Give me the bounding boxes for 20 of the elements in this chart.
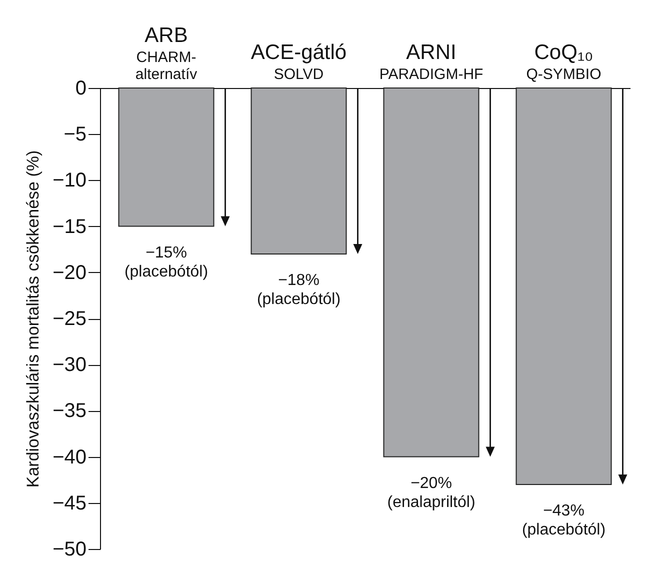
y-tick-label: −20 (52, 262, 86, 284)
y-tick-label: −35 (52, 400, 86, 422)
y-tick-label: −5 (64, 124, 86, 146)
y-tick-label: −50 (52, 538, 86, 560)
y-tick-label: −25 (52, 308, 86, 330)
annotation: −18% (placebótól) (256, 272, 341, 308)
y-axis-title: Kardiovaszkuláris mortalitás csökkenése (%) (24, 150, 43, 488)
annotation: −15% (placebótól) (124, 244, 208, 280)
x-tick-label: CoQ₁₀ Q-SYMBIO (526, 41, 602, 83)
y-tick-label: −30 (52, 354, 86, 376)
x-tick-label: ARNI PARADIGM-HF (379, 41, 484, 83)
y-tick-label: −40 (52, 446, 86, 468)
y-tick-label: 0 (75, 78, 86, 100)
x-tick-label: ARB CHARM- alternatív (135, 24, 198, 83)
annotation: −43% (placebótól) (522, 502, 606, 538)
annotation: −20% (enalapriltól) (387, 474, 476, 511)
y-tick-label: −15 (52, 216, 86, 238)
y-tick-label: −10 (52, 170, 86, 192)
y-tick-label: −45 (52, 492, 86, 514)
x-tick-label: ACE-gátló SOLVD (250, 41, 347, 83)
